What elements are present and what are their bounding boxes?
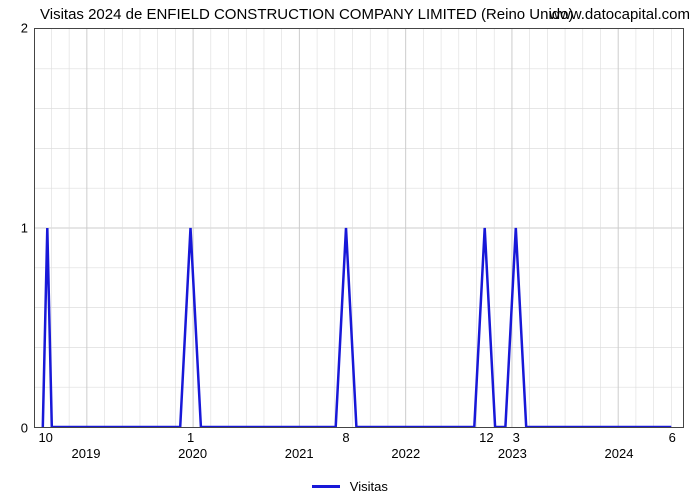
chart-title-source: www.datocapital.com (549, 6, 690, 23)
value-label: 10 (38, 430, 52, 445)
x-tick-label: 2019 (72, 446, 101, 461)
value-label: 1 (187, 430, 194, 445)
y-tick-label: 0 (8, 421, 28, 436)
y-tick-label: 1 (8, 221, 28, 236)
value-label: 6 (669, 430, 676, 445)
y-tick-label: 2 (8, 21, 28, 36)
x-tick-label: 2021 (285, 446, 314, 461)
plot-area (34, 28, 684, 428)
legend-label: Visitas (350, 479, 388, 494)
x-tick-label: 2022 (391, 446, 420, 461)
chart-title-main: Visitas 2024 de ENFIELD CONSTRUCTION COM… (40, 6, 573, 23)
chart-container: Visitas 2024 de ENFIELD CONSTRUCTION COM… (0, 0, 700, 500)
x-tick-label: 2023 (498, 446, 527, 461)
legend: Visitas (0, 478, 700, 494)
legend-swatch (312, 485, 340, 488)
value-label: 8 (342, 430, 349, 445)
plot-svg (35, 29, 683, 427)
x-tick-label: 2020 (178, 446, 207, 461)
value-label: 12 (479, 430, 493, 445)
value-label: 3 (513, 430, 520, 445)
x-tick-label: 2024 (605, 446, 634, 461)
